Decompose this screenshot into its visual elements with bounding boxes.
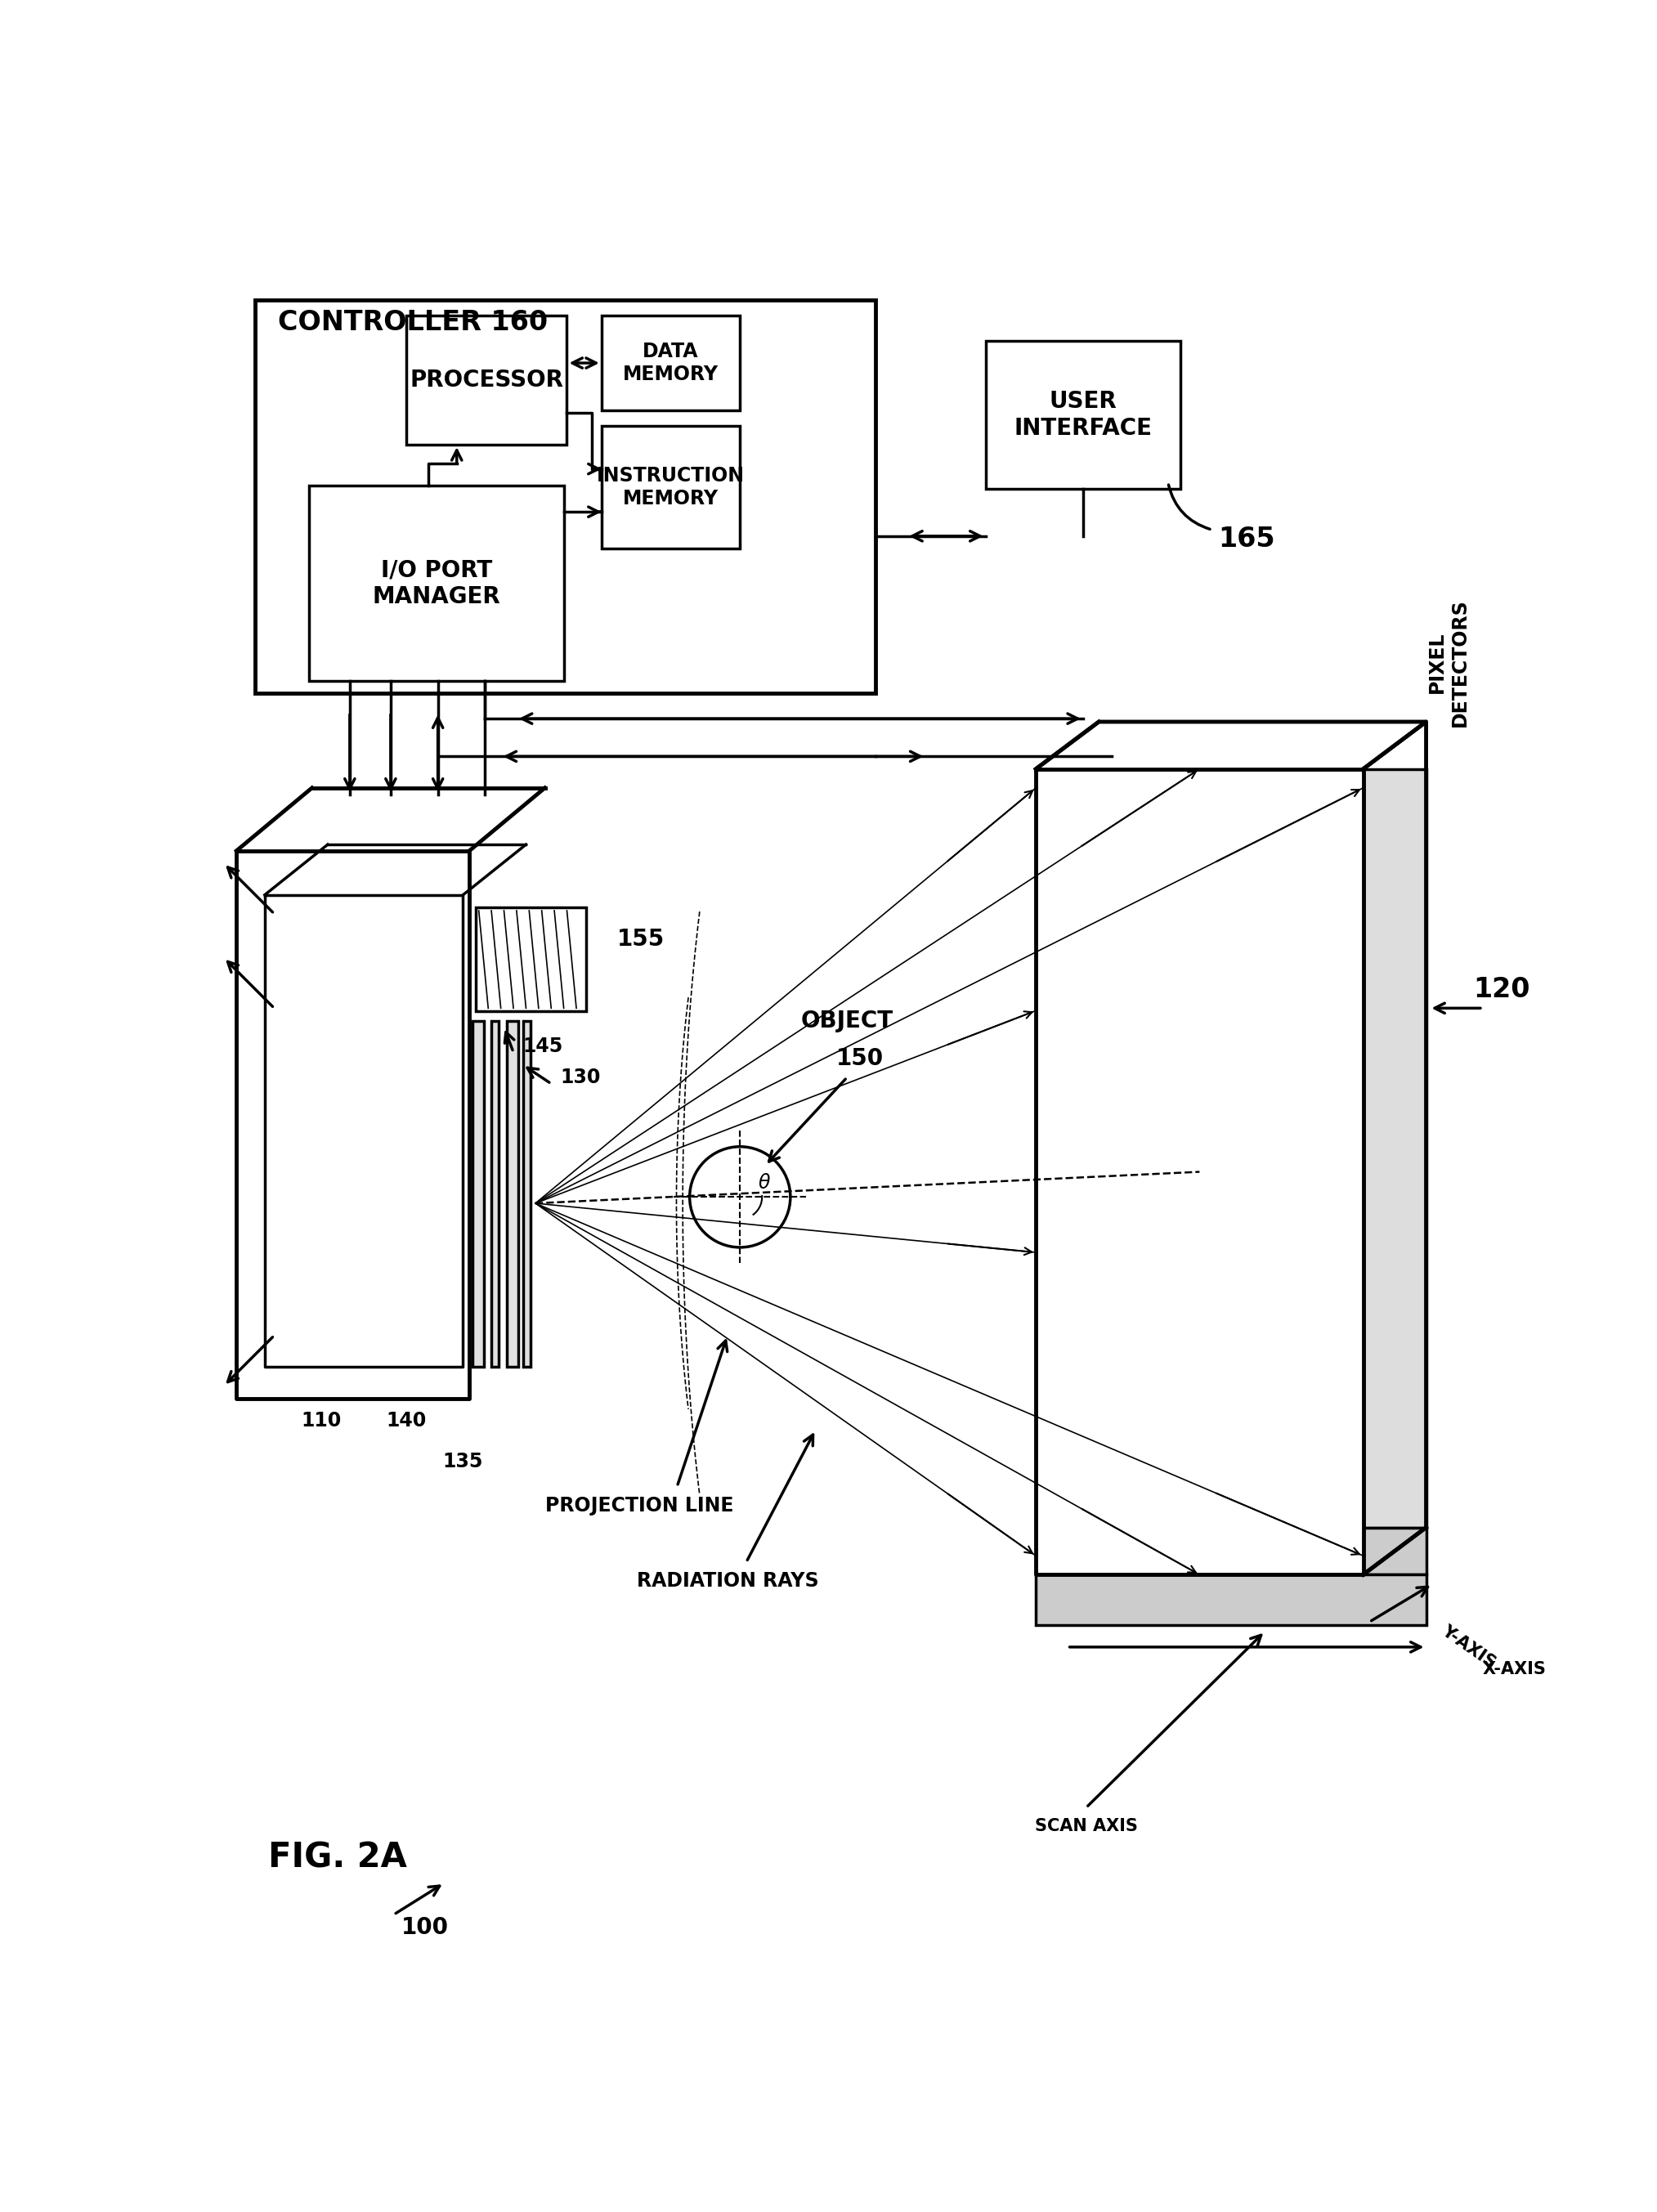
- Text: OBJECT: OBJECT: [800, 1009, 893, 1033]
- Bar: [308, 487, 563, 681]
- Text: 135: 135: [442, 1451, 484, 1471]
- Bar: [1364, 770, 1427, 1528]
- Text: 165: 165: [1218, 526, 1276, 553]
- Text: 140: 140: [386, 1411, 426, 1431]
- Bar: [406, 316, 567, 445]
- Text: 120: 120: [1473, 975, 1529, 1002]
- Bar: [1036, 1575, 1427, 1626]
- Bar: [601, 316, 741, 409]
- Text: X-AXIS: X-AXIS: [1483, 1661, 1546, 1677]
- Bar: [1036, 770, 1364, 1575]
- Bar: [601, 427, 741, 549]
- Bar: [986, 341, 1181, 489]
- Bar: [476, 907, 587, 1011]
- Text: 155: 155: [618, 927, 664, 951]
- Bar: [524, 1020, 530, 1367]
- Text: RADIATION RAYS: RADIATION RAYS: [636, 1571, 819, 1590]
- Text: 130: 130: [560, 1068, 601, 1088]
- Text: USER
INTERFACE: USER INTERFACE: [1014, 389, 1152, 440]
- Bar: [1364, 1528, 1427, 1575]
- Bar: [492, 1020, 499, 1367]
- Text: FIG. 2A: FIG. 2A: [268, 1840, 406, 1876]
- Text: 110: 110: [302, 1411, 341, 1431]
- Text: PROJECTION LINE: PROJECTION LINE: [545, 1495, 734, 1515]
- Text: Y-AXIS: Y-AXIS: [1438, 1624, 1498, 1672]
- Text: DATA
MEMORY: DATA MEMORY: [623, 343, 719, 385]
- Text: CONTROLLER 160: CONTROLLER 160: [278, 310, 547, 336]
- Text: PIXEL
DETECTORS: PIXEL DETECTORS: [1427, 599, 1470, 726]
- Bar: [255, 301, 875, 692]
- Text: I/O PORT
MANAGER: I/O PORT MANAGER: [373, 560, 500, 608]
- Text: 145: 145: [524, 1035, 563, 1055]
- Text: 150: 150: [835, 1046, 883, 1071]
- Text: SCAN AXIS: SCAN AXIS: [1034, 1818, 1138, 1834]
- Text: 100: 100: [401, 1916, 449, 1938]
- Bar: [507, 1020, 519, 1367]
- Text: INSTRUCTION
MEMORY: INSTRUCTION MEMORY: [597, 467, 744, 509]
- Text: PROCESSOR: PROCESSOR: [409, 369, 563, 392]
- Text: $\theta$: $\theta$: [757, 1172, 771, 1192]
- Bar: [472, 1020, 484, 1367]
